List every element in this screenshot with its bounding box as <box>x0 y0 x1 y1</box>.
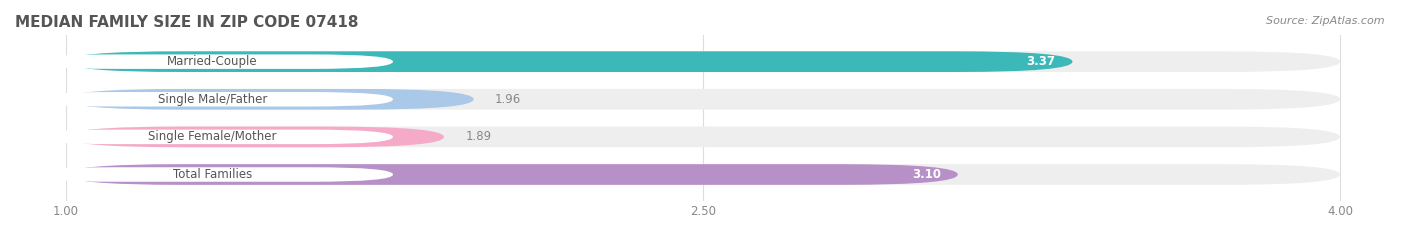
Text: 3.10: 3.10 <box>912 168 941 181</box>
FancyBboxPatch shape <box>32 130 392 144</box>
Text: 3.37: 3.37 <box>1026 55 1056 68</box>
FancyBboxPatch shape <box>66 89 474 110</box>
FancyBboxPatch shape <box>66 51 1340 72</box>
FancyBboxPatch shape <box>66 127 1340 147</box>
FancyBboxPatch shape <box>66 127 444 147</box>
Text: Single Female/Mother: Single Female/Mother <box>148 130 277 143</box>
FancyBboxPatch shape <box>32 55 392 69</box>
FancyBboxPatch shape <box>66 164 1340 185</box>
Text: Total Families: Total Families <box>173 168 252 181</box>
Text: 1.96: 1.96 <box>495 93 522 106</box>
FancyBboxPatch shape <box>66 51 1073 72</box>
Text: MEDIAN FAMILY SIZE IN ZIP CODE 07418: MEDIAN FAMILY SIZE IN ZIP CODE 07418 <box>15 15 359 30</box>
FancyBboxPatch shape <box>32 92 392 106</box>
FancyBboxPatch shape <box>66 164 957 185</box>
Text: 1.89: 1.89 <box>465 130 491 143</box>
Text: Married-Couple: Married-Couple <box>167 55 257 68</box>
FancyBboxPatch shape <box>66 89 1340 110</box>
FancyBboxPatch shape <box>32 167 392 182</box>
Text: Source: ZipAtlas.com: Source: ZipAtlas.com <box>1267 16 1385 26</box>
Text: Single Male/Father: Single Male/Father <box>157 93 267 106</box>
